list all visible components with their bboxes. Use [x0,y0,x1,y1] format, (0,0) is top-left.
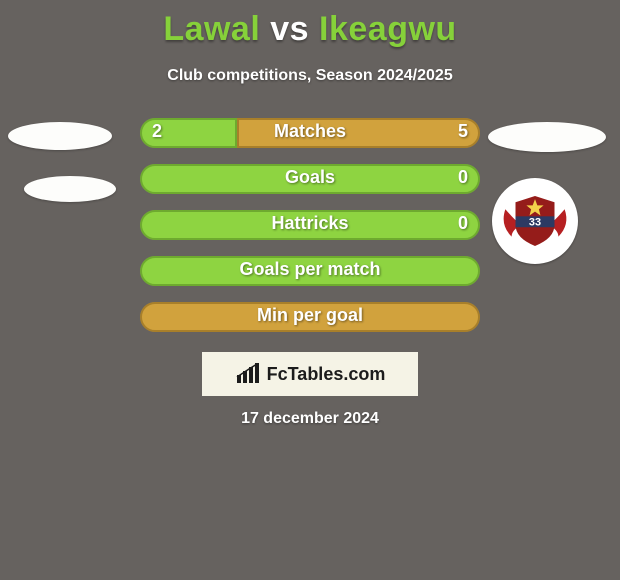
subtitle: Club competitions, Season 2024/2025 [0,67,620,85]
watermark: FcTables.com [202,352,418,396]
stat-row: Matches25 [0,118,620,164]
stat-bar-track: Min per goal [140,302,480,332]
page-title: Lawal vs Ikeagwu [0,0,620,49]
footer-date: 17 december 2024 [0,410,620,428]
stat-row: Hattricks0 [0,210,620,256]
stat-row: Goals0 [0,164,620,210]
stat-bar-right-fill [140,302,480,332]
title-right-player: Ikeagwu [309,10,457,48]
bars-icon [235,363,261,385]
stat-bar-left-fill [140,210,480,240]
stat-bar-track: Goals per match [140,256,480,286]
stat-bar-left-fill [140,164,480,194]
stat-bar-track: Hattricks0 [140,210,480,240]
stat-bar-left-fill [140,256,480,286]
title-left-player: Lawal [163,10,270,48]
stat-bar-track: Goals0 [140,164,480,194]
stat-bar-left-fill [140,118,237,148]
stat-row: Goals per match [0,256,620,302]
stat-bar-right-fill [237,118,480,148]
stat-row: Min per goal [0,302,620,348]
title-vs: vs [270,10,309,48]
stat-bar-track: Matches25 [140,118,480,148]
watermark-text: FcTables.com [267,364,386,385]
